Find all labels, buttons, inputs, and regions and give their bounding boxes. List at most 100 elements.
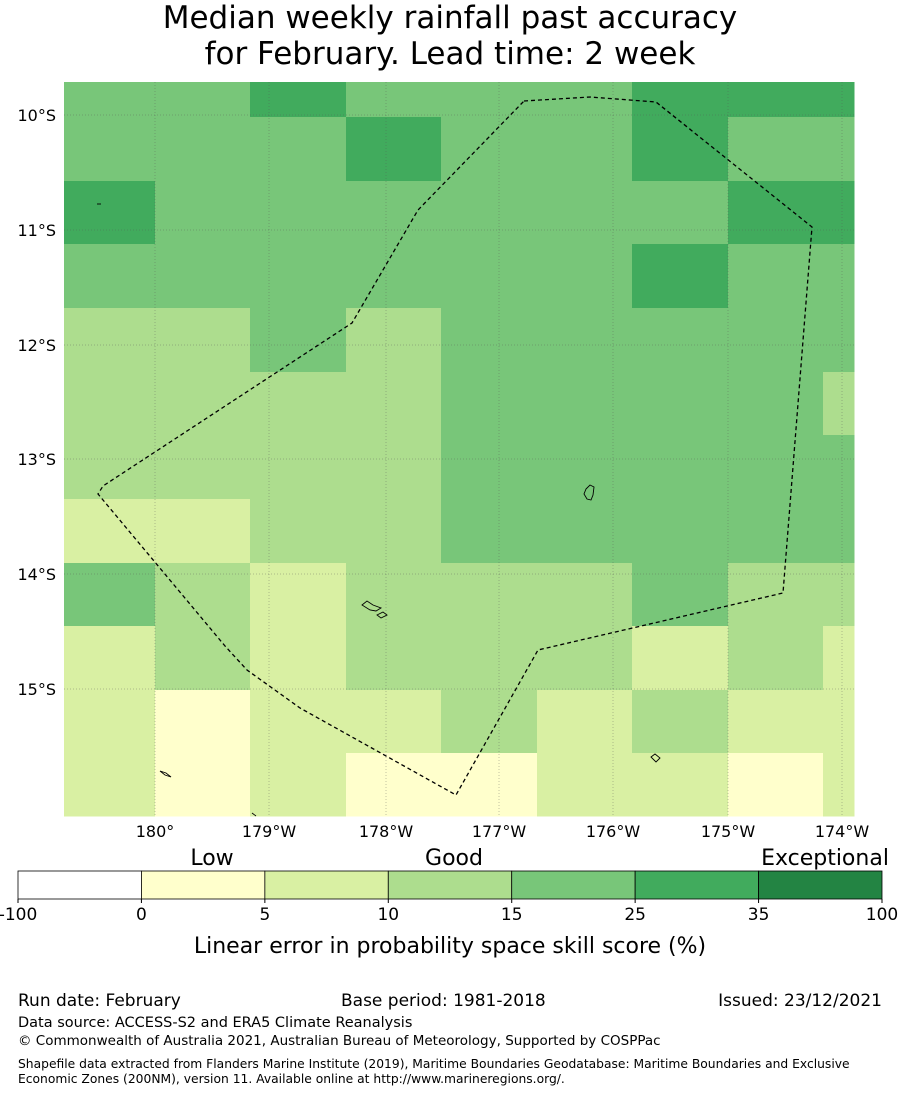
chart-title-line-1: Median weekly rainfall past accuracy — [162, 0, 738, 36]
grid-cell — [250, 435, 347, 500]
colorbar-tick-label: -100 — [0, 905, 37, 925]
grid-cell — [728, 82, 824, 118]
grid-cell — [250, 626, 347, 691]
grid-cell — [250, 753, 347, 817]
grid-cell — [632, 181, 729, 245]
grid-cell — [155, 626, 251, 691]
colorbar-segment — [511, 870, 636, 900]
grid-cell — [346, 82, 442, 118]
grid-cell — [441, 244, 538, 309]
grid-cell — [632, 82, 729, 118]
grid-cell — [537, 372, 633, 436]
grid-cell — [441, 690, 538, 754]
colorbar-segment — [634, 870, 759, 900]
latitude-tick-label: 14°S — [17, 565, 56, 584]
grid-cell — [823, 753, 855, 817]
grid-cell — [155, 435, 251, 500]
grid-cell — [441, 82, 538, 118]
grid-cell — [728, 117, 824, 182]
grid-cell — [64, 308, 156, 373]
grid-cell — [346, 435, 442, 500]
grid-cell — [728, 626, 824, 691]
base-period: Base period: 1981-2018 — [341, 991, 546, 1011]
colorbar-tick-label: 15 — [501, 905, 523, 925]
grid-cell — [441, 372, 538, 436]
longitude-ticks: 180° 179°W 178°W 177°W 176°W 175°W 174°W — [136, 822, 870, 841]
grid-cell — [823, 117, 855, 182]
grid-cell — [250, 499, 347, 564]
grid-cell — [155, 244, 251, 309]
colorbar: Low Good Exceptional -100 0 5 10 15 25 35 100 L… — [0, 846, 898, 959]
island-central — [583, 484, 595, 501]
graticule — [64, 82, 854, 816]
latitude-tick-label: 15°S — [17, 680, 56, 699]
grid-cell — [728, 563, 824, 627]
colorbar-boxes — [17, 870, 883, 900]
grid-cell — [728, 690, 824, 754]
colorbar-tick-label: 35 — [748, 905, 770, 925]
map-figure: 180° 179°W 178°W 177°W 176°W 175°W 174°W 10°S1… — [0, 82, 898, 959]
grid-cell — [728, 308, 824, 373]
latitude-tick-label: 12°S — [17, 336, 56, 355]
grid-cell — [441, 626, 538, 691]
skill-grid — [64, 82, 855, 817]
colorbar-segment — [17, 870, 142, 900]
grid-cell — [250, 82, 347, 118]
grid-cell — [250, 372, 347, 436]
grid-cell — [155, 753, 251, 817]
grid-cell — [64, 181, 156, 245]
grid-cell — [441, 308, 538, 373]
grid-cell — [537, 117, 633, 182]
grid-cell — [346, 690, 442, 754]
colorbar-tick-label: 0 — [136, 905, 147, 925]
grid-cell — [250, 117, 347, 182]
grid-cell — [441, 181, 538, 245]
grid-cell — [346, 626, 442, 691]
grid-cell — [155, 372, 251, 436]
colorbar-title: Linear error in probability space skill … — [194, 934, 706, 959]
grid-cell — [441, 563, 538, 627]
data-source: Data source: ACCESS-S2 and ERA5 Climate … — [18, 1015, 413, 1031]
grid-cell — [250, 690, 347, 754]
colorbar-ticks: -100 0 5 10 15 25 35 100 — [0, 899, 898, 925]
grid-cell — [537, 563, 633, 627]
grid-cell — [823, 181, 855, 245]
grid-cell — [64, 117, 156, 182]
grid-cell — [441, 117, 538, 182]
grid-cell — [155, 308, 251, 373]
grid-cell — [64, 753, 156, 817]
latitude-tick-label: 10°S — [17, 106, 56, 125]
grid-cell — [64, 626, 156, 691]
grid-cell — [823, 372, 855, 436]
colorbar-segment — [264, 870, 389, 900]
grid-cell — [346, 563, 442, 627]
grid-cell — [823, 435, 855, 500]
grid-cell — [537, 308, 633, 373]
grid-cell — [155, 181, 251, 245]
island-bottom-edge — [251, 812, 257, 817]
grid-cell — [346, 753, 442, 817]
category-low: Low — [190, 846, 233, 871]
grid-cell — [728, 753, 824, 817]
grid-cell — [155, 82, 251, 118]
category-good: Good — [425, 846, 483, 871]
copyright: © Commonwealth of Australia 2021, Austra… — [18, 1033, 661, 1049]
longitude-tick-label: 175°W — [701, 822, 756, 841]
grid-cell — [155, 690, 251, 754]
grid-cell — [537, 753, 633, 817]
colorbar-tick-label: 25 — [624, 905, 646, 925]
grid-cell — [346, 308, 442, 373]
grid-cell — [250, 308, 347, 373]
grid-cell — [632, 753, 729, 817]
grid-cell — [728, 499, 824, 564]
grid-cell — [441, 435, 538, 500]
longitude-tick-label: 178°W — [359, 822, 414, 841]
grid-cell — [537, 435, 633, 500]
grid-cell — [64, 82, 156, 118]
islands — [97, 203, 661, 817]
longitude-tick-label: 177°W — [472, 822, 527, 841]
grid-cell — [632, 690, 729, 754]
grid-cell — [250, 244, 347, 309]
issued-date: Issued: 23/12/2021 — [718, 991, 882, 1011]
grid-cell — [632, 563, 729, 627]
